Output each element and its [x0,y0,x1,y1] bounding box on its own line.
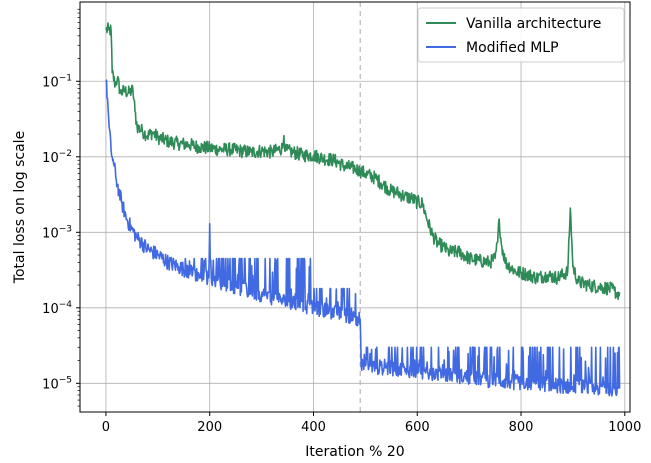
legend-label: Vanilla architecture [466,16,601,32]
x-tick-label: 0 [102,420,110,435]
x-tick-label: 400 [301,420,326,435]
x-axis-ticks: 0 200 400 600 800 1000 [102,412,641,435]
y-tick-label: 10−4 [42,300,72,317]
series-line-vanilla [105,22,621,301]
legend-box [417,7,625,63]
series-line-modified-mlp [105,79,621,397]
y-axis-ticks: 10−1 10−2 10−3 10−4 10−5 [42,8,80,407]
y-tick-label: 10−2 [42,149,72,166]
plot-frame [79,1,631,413]
x-tick-label: 200 [197,420,222,435]
y-tick-label: 10−5 [42,375,72,392]
grid [80,2,630,412]
y-tick-label: 10−3 [42,224,72,241]
x-tick-label: 800 [509,420,534,435]
legend-label: Modified MLP [466,40,559,56]
y-tick-label: 10−1 [42,73,72,90]
x-tick-label: 600 [405,420,430,435]
series-layer [105,22,621,397]
legend: Vanilla architecture Modified MLP [417,7,625,63]
x-axis-label: Iteration % 20 [305,444,404,460]
y-axis-label: Total loss on log scale [12,131,28,284]
x-tick-label: 1000 [608,420,641,435]
